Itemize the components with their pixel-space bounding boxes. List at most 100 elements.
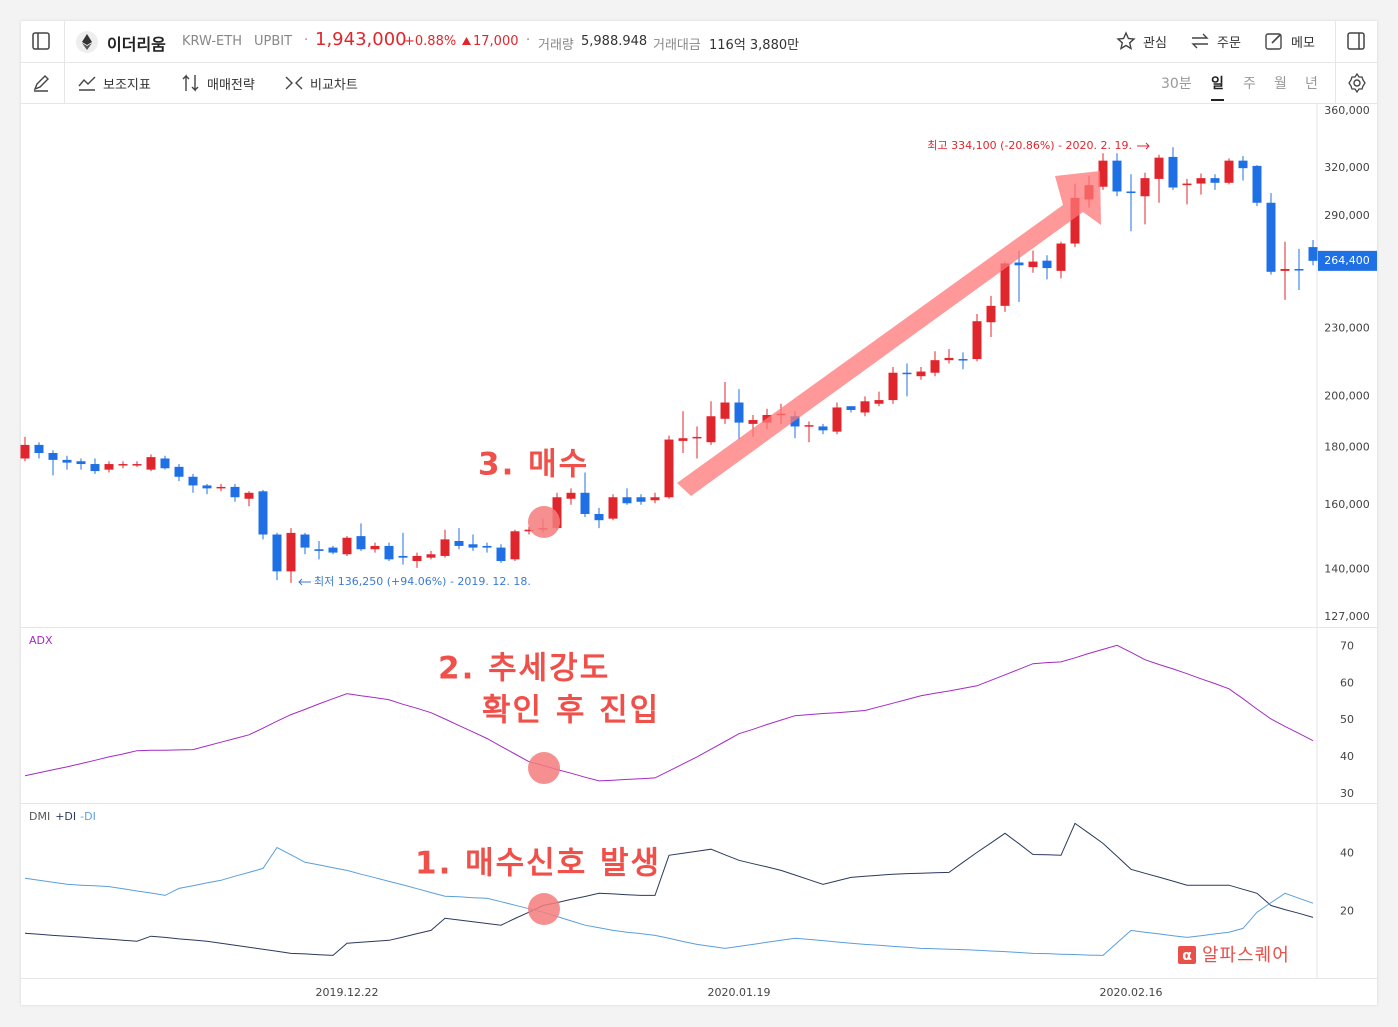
candle-body bbox=[818, 426, 828, 431]
candle-body bbox=[482, 545, 492, 548]
candle-body bbox=[328, 547, 338, 553]
y-tick-label: 30 bbox=[1340, 787, 1354, 800]
candle-body bbox=[62, 459, 72, 463]
candle-body bbox=[1126, 191, 1136, 194]
action-memo[interactable]: 메모 bbox=[1291, 36, 1315, 51]
candle-body bbox=[902, 372, 912, 375]
candle-body bbox=[622, 497, 632, 504]
y-tick-label: 20 bbox=[1340, 904, 1354, 917]
candle-body bbox=[426, 554, 436, 558]
tool-indicator[interactable]: 보조지표 bbox=[103, 78, 151, 93]
watermark: 알파스퀘어 bbox=[1202, 945, 1290, 966]
candle-body bbox=[258, 491, 268, 535]
draw-icon[interactable] bbox=[32, 74, 50, 92]
candle-body bbox=[790, 416, 800, 427]
candle-body bbox=[440, 539, 450, 556]
indicator-icon[interactable] bbox=[77, 74, 97, 92]
y-tick-label: 320,000 bbox=[1324, 161, 1370, 174]
candle-body bbox=[930, 360, 940, 373]
candle-body bbox=[230, 486, 240, 498]
candle-body bbox=[552, 497, 562, 529]
candle-body bbox=[454, 541, 464, 546]
candle-body bbox=[20, 444, 30, 459]
candle-body bbox=[1308, 247, 1318, 261]
period-tab[interactable]: 월 bbox=[1274, 76, 1287, 92]
candle-body bbox=[580, 492, 590, 514]
candle-body bbox=[1042, 260, 1052, 269]
candle-body bbox=[1196, 178, 1206, 184]
current-price-box bbox=[1318, 250, 1377, 271]
memo-icon[interactable] bbox=[1264, 31, 1284, 51]
candle-body bbox=[1210, 178, 1220, 183]
exchange: UPBIT bbox=[254, 34, 293, 49]
candle-body bbox=[608, 497, 618, 519]
candle-body bbox=[1028, 261, 1038, 268]
low-arrow bbox=[298, 578, 311, 586]
order-icon[interactable] bbox=[1190, 31, 1210, 51]
candle-body bbox=[664, 439, 674, 498]
change-pct: +0.88% bbox=[404, 34, 457, 49]
candle-body bbox=[174, 466, 184, 477]
y-tick-label: 40 bbox=[1340, 750, 1354, 763]
star-icon[interactable] bbox=[1116, 31, 1136, 51]
period-tab[interactable]: 주 bbox=[1243, 76, 1256, 92]
panel-title: DMI bbox=[29, 810, 50, 823]
indicator-line bbox=[24, 846, 1314, 956]
candle-body bbox=[510, 531, 520, 560]
low-label: 최저 136,250 (+94.06%) - 2019. 12. 18. bbox=[314, 575, 531, 588]
y-tick-label: 160,000 bbox=[1324, 498, 1370, 511]
y-tick-label: 360,000 bbox=[1324, 104, 1370, 117]
candle-body bbox=[90, 464, 100, 472]
candle-body bbox=[34, 444, 44, 454]
candle-body bbox=[594, 513, 604, 521]
candle-body bbox=[1294, 269, 1304, 271]
action-watch[interactable]: 관심 bbox=[1143, 36, 1167, 51]
candle-body bbox=[216, 486, 226, 489]
annotation: 확인 후 진입 bbox=[482, 693, 660, 729]
candle-body bbox=[314, 549, 324, 551]
tool-compare[interactable]: 비교차트 bbox=[310, 78, 358, 93]
compare-icon[interactable] bbox=[284, 74, 304, 92]
up-triangle bbox=[462, 37, 471, 45]
candle-body bbox=[888, 372, 898, 401]
period-tab[interactable]: 일 bbox=[1211, 73, 1224, 101]
y-tick-label: 40 bbox=[1340, 846, 1354, 859]
candle-body bbox=[636, 497, 646, 502]
indicator-line bbox=[24, 822, 1314, 956]
candle-body bbox=[272, 534, 282, 572]
candle-body bbox=[1168, 156, 1178, 188]
candle-body bbox=[972, 321, 982, 360]
candle-body bbox=[384, 545, 394, 560]
annotation: 1. 매수신호 발생 bbox=[415, 846, 661, 882]
candle-body bbox=[244, 492, 254, 499]
panel-toggle-right[interactable] bbox=[1347, 32, 1365, 50]
strategy-icon[interactable] bbox=[181, 73, 201, 93]
header-bar: 이더리움 KRW-ETH UPBIT · 1,943,000 +0.88% 17… bbox=[21, 21, 1377, 63]
high-label: 최고 334,100 (-20.86%) - 2020. 2. 19. bbox=[927, 139, 1132, 152]
market: KRW-ETH bbox=[182, 34, 242, 49]
legend-label: -DI bbox=[80, 810, 96, 823]
change: 17,000 bbox=[473, 34, 519, 49]
tool-strategy[interactable]: 매매전략 bbox=[207, 78, 255, 93]
candle-body bbox=[874, 400, 884, 404]
candle-body bbox=[1154, 157, 1164, 179]
coin-logo bbox=[76, 31, 98, 53]
period-tab[interactable]: 년 bbox=[1305, 76, 1318, 92]
period-tab[interactable]: 30분 bbox=[1161, 76, 1192, 92]
candle-body bbox=[496, 547, 506, 562]
candle-body bbox=[650, 497, 660, 501]
candle-body bbox=[104, 464, 114, 470]
action-order[interactable]: 주문 bbox=[1217, 36, 1241, 51]
candle-body bbox=[48, 453, 58, 460]
y-tick-label: 230,000 bbox=[1324, 322, 1370, 335]
candle-body bbox=[370, 545, 380, 550]
y-tick-label: 290,000 bbox=[1324, 209, 1370, 222]
candle-body bbox=[286, 532, 296, 572]
candle-body bbox=[1238, 160, 1248, 169]
signal-marker bbox=[528, 893, 560, 925]
panel-toggle[interactable] bbox=[32, 32, 50, 50]
candle-body bbox=[1182, 183, 1192, 186]
settings-icon[interactable] bbox=[1346, 72, 1368, 94]
